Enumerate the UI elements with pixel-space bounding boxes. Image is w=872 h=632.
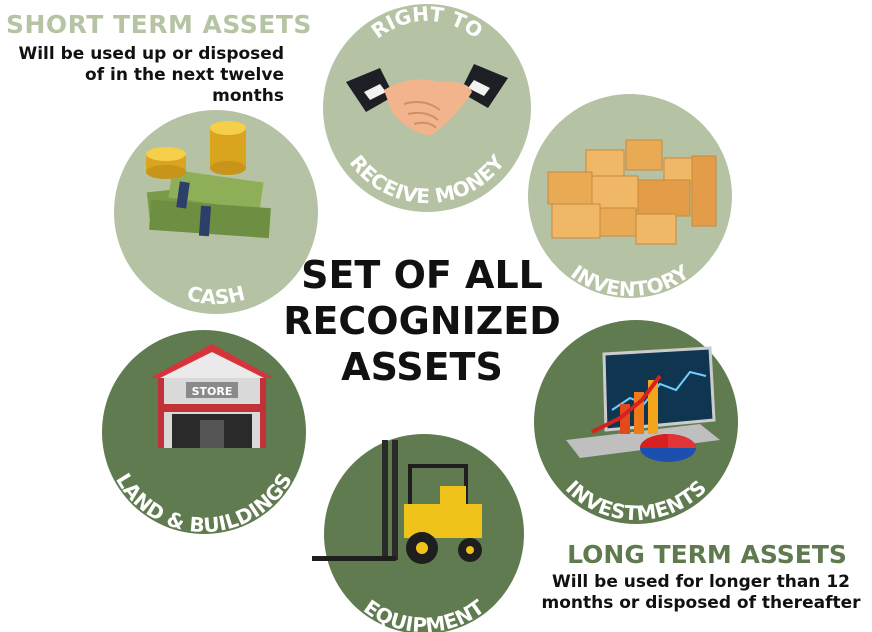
cash-icon <box>146 121 271 239</box>
laptop-chart-icon <box>566 346 720 462</box>
circle-cash: CASH <box>114 110 318 314</box>
circle-label: CASH <box>185 281 248 310</box>
short-term-line-2: of in the next twelve months <box>85 65 284 106</box>
long-term-line-1: Will be used for longer than 12 <box>552 572 850 592</box>
boxes-icon <box>547 139 717 245</box>
long-term-description: Will be used for longer than 12 months o… <box>540 572 862 614</box>
short-term-description: Will be used up or disposed of in the ne… <box>8 44 284 107</box>
circle-investments: INVESTMENTS <box>534 320 738 525</box>
long-term-line-2: months or disposed of thereafter <box>541 593 861 613</box>
short-term-line-1: Will be used up or disposed <box>18 44 284 64</box>
forklift-icon <box>312 440 482 564</box>
center-title-line-3: ASSETS <box>341 345 503 389</box>
circle-equipment: EQUIPMENT <box>312 434 524 632</box>
circle-inventory: INVENTORY <box>528 94 732 301</box>
handshake-icon <box>346 64 508 136</box>
long-term-title: LONG TERM ASSETS <box>567 540 847 569</box>
circle-right-to-receive-money: RIGHT TO RECEIVE MONEY <box>323 2 531 212</box>
short-term-title: SHORT TERM ASSETS <box>6 10 312 39</box>
center-title: SET OF ALL RECOGNIZED ASSETS <box>262 252 582 390</box>
store-sign-text: STORE <box>192 385 233 398</box>
center-title-line-2: RECOGNIZED <box>283 299 561 343</box>
store-icon: STORE <box>150 344 274 448</box>
center-title-line-1: SET OF ALL <box>301 253 543 297</box>
